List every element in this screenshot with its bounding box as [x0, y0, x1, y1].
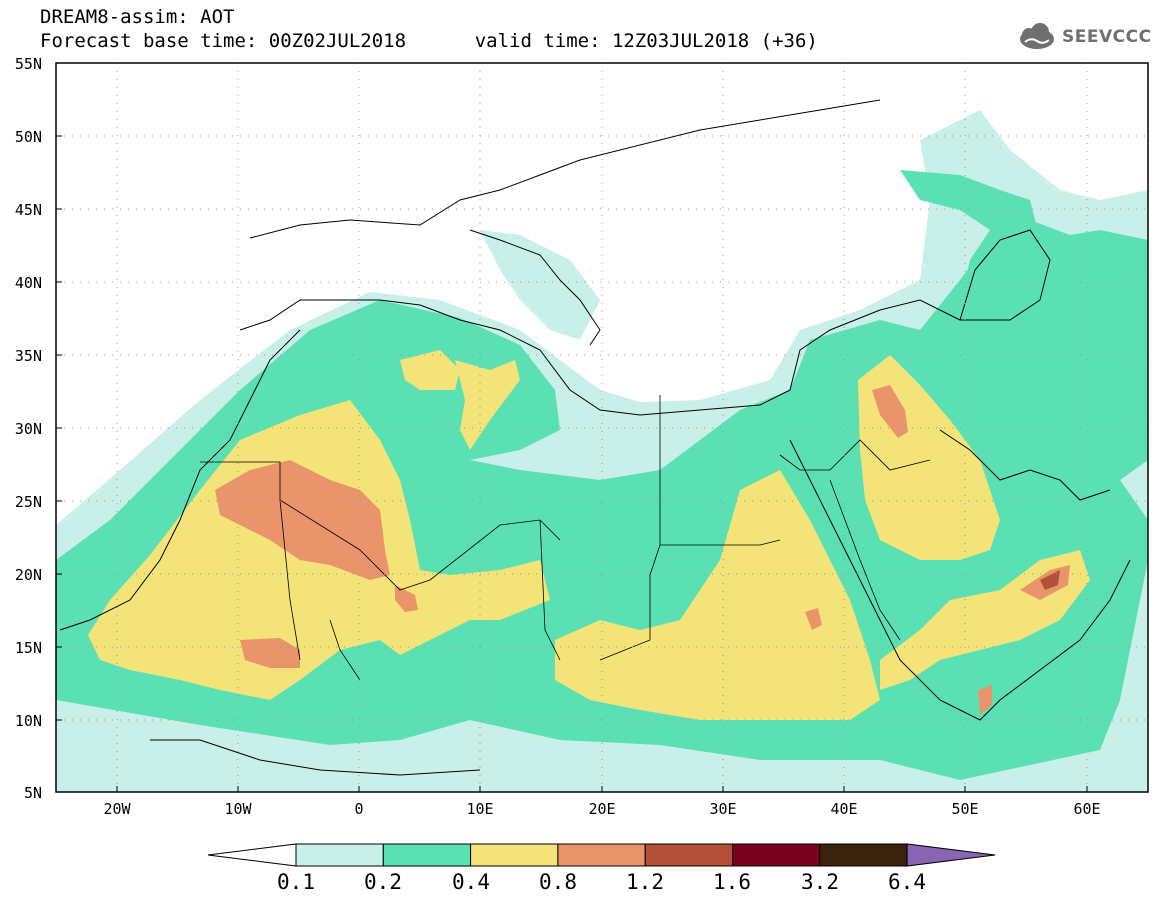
lon-label: 60E: [1073, 800, 1101, 818]
colorbar-segment: [819, 843, 908, 867]
aot-band-0.2-caspian: [900, 170, 1040, 320]
colorbar-segment: [732, 843, 821, 867]
map-title: DREAM8-assim: AOT: [40, 6, 235, 28]
colorbar-segment: [470, 843, 559, 867]
colorbar-tick-label: 0.4: [452, 870, 490, 894]
colorbar-tick-label: 0.2: [364, 870, 402, 894]
lat-label: 25N: [14, 493, 42, 511]
lat-label: 5N: [23, 784, 42, 802]
colorbar-segment: [207, 843, 297, 867]
lon-label: 10E: [466, 800, 494, 818]
colorbar-tick-label: 0.8: [539, 870, 577, 894]
logo-text: SEEVCCC: [1062, 27, 1152, 47]
lon-label: 0: [354, 800, 364, 818]
forecast-base-time: Forecast base time: 00Z02JUL2018: [40, 30, 407, 52]
colorbar: [207, 843, 996, 867]
coastlines: [59, 99, 1131, 776]
aot-band-0.1-adriatic: [480, 230, 600, 340]
lat-label: 30N: [14, 420, 42, 438]
lat-label: 20N: [14, 566, 42, 584]
axis-ticks: [56, 135, 1088, 792]
lon-label: 50E: [951, 800, 979, 818]
lon-label: 20W: [103, 800, 131, 818]
colorbar-tick-label: 6.4: [888, 870, 926, 894]
aot-band-0.8-iraq: [872, 385, 908, 438]
aot-band-0.8-sudan: [805, 608, 822, 630]
lon-label: 30E: [709, 800, 737, 818]
seevccc-logo: [1020, 23, 1054, 49]
aot-band-0.4-atlas: [400, 350, 460, 390]
lat-label: 15N: [14, 639, 42, 657]
colorbar-tick-label: 1.2: [626, 870, 664, 894]
colorbar-segment: [557, 843, 646, 867]
cloud-icon: [1020, 23, 1054, 49]
colorbar-segment: [644, 843, 734, 867]
aot-band-0.8-mauritania: [215, 460, 390, 580]
aot-band-0.8-somalia: [978, 685, 992, 715]
lat-label: 50N: [14, 128, 42, 146]
lat-label: 35N: [14, 347, 42, 365]
colorbar-tick-label: 3.2: [801, 870, 839, 894]
colorbar-segment: [295, 843, 384, 867]
colorbar-tick-label: 0.1: [277, 870, 315, 894]
political-borders: [200, 395, 931, 681]
aot-band-0.8-mali: [240, 638, 300, 668]
aot-band-0.4-libya: [455, 360, 520, 450]
lat-label: 40N: [14, 274, 42, 292]
lat-label: 45N: [14, 201, 42, 219]
colorbar-tick-label: 1.6: [713, 870, 751, 894]
aot-band-1.2: [1040, 570, 1060, 590]
aot-contours: [56, 63, 1148, 792]
colorbar-segment: [382, 843, 472, 867]
lat-label: 55N: [14, 55, 42, 73]
lon-label: 10W: [224, 800, 252, 818]
valid-time: valid time: 12Z03JUL2018 (+36): [474, 30, 818, 52]
aot-band-0.4-central: [555, 470, 880, 720]
colorbar-segment: [906, 843, 996, 867]
lat-label: 10N: [14, 712, 42, 730]
lon-label: 20E: [588, 800, 616, 818]
aot-band-0.8-niger: [395, 585, 418, 612]
lon-label: 40E: [830, 800, 858, 818]
